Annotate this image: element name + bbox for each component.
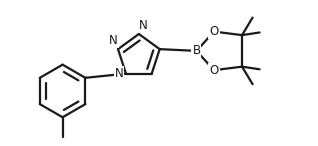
Text: B: B — [192, 44, 201, 57]
Text: N: N — [139, 19, 148, 32]
Text: O: O — [209, 25, 219, 38]
Text: N: N — [114, 67, 123, 80]
Text: N: N — [109, 34, 118, 47]
Text: O: O — [209, 64, 219, 77]
